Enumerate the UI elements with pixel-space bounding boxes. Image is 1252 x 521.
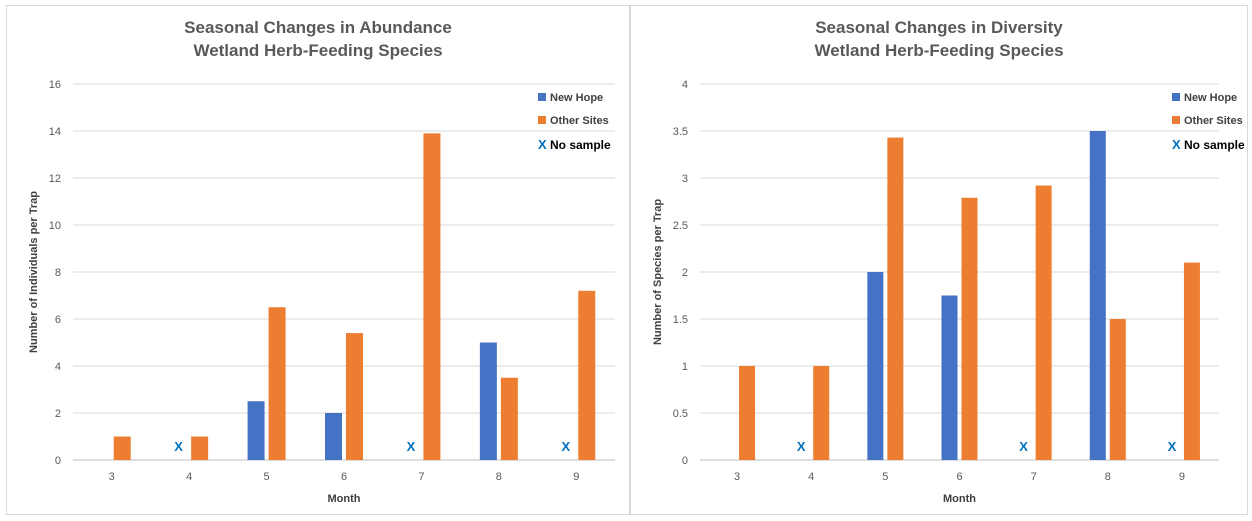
y-tick-label: 2.5 [673, 220, 688, 232]
diversity-chart: Seasonal Changes in Diversity Wetland Her… [652, 18, 1245, 505]
bar-new-hope-5 [867, 272, 884, 460]
no-sample-marker-9: X [1168, 439, 1177, 454]
y-tick-label: 2 [682, 267, 688, 279]
legend-no-sample-symbol: X [1172, 137, 1181, 152]
bar-other-sites-5 [268, 307, 286, 460]
legend-swatch-other-sites [1172, 116, 1180, 124]
bar-new-hope-8 [1089, 131, 1106, 460]
legend-swatch-other-sites [538, 116, 546, 124]
no-sample-marker-4: X [797, 439, 806, 454]
x-tick-label: 6 [956, 471, 962, 483]
y-tick-label: 3.5 [673, 126, 688, 138]
x-tick-label: 7 [1031, 471, 1037, 483]
bar-other-sites-9 [1183, 262, 1200, 460]
bar-other-sites-8 [1109, 319, 1126, 460]
legend-label-new-hope: New Hope [550, 92, 603, 104]
bar-new-hope-6 [941, 295, 958, 460]
y-tick-label: 0.5 [673, 408, 688, 420]
bar-new-hope-8 [479, 342, 497, 460]
no-sample-marker-7: X [407, 439, 416, 454]
legend-label-other-sites: Other Sites [1184, 115, 1243, 127]
y-tick-label: 14 [49, 126, 61, 138]
bar-other-sites-3 [739, 366, 756, 460]
x-tick-label: 9 [573, 471, 579, 483]
bar-other-sites-7 [1035, 185, 1052, 460]
bar-other-sites-4 [813, 366, 830, 460]
x-tick-label: 4 [808, 471, 814, 483]
no-sample-marker-4: X [174, 439, 183, 454]
bar-new-hope-5 [247, 401, 265, 460]
x-tick-label: 3 [109, 471, 115, 483]
x-tick-label: 5 [264, 471, 270, 483]
no-sample-marker-9: X [561, 439, 570, 454]
bar-other-sites-7 [423, 133, 441, 460]
y-tick-label: 12 [49, 173, 61, 185]
legend-swatch-new-hope [1172, 93, 1180, 101]
bar-other-sites-3 [113, 436, 131, 460]
y-tick-label: 3 [682, 173, 688, 185]
y-axis-label: Number of Species per Trap [652, 199, 664, 345]
x-tick-label: 3 [734, 471, 740, 483]
chart-title-line-1: Seasonal Changes in Diversity [815, 18, 1063, 37]
bar-other-sites-5 [887, 137, 904, 460]
bar-other-sites-4 [191, 436, 209, 460]
bar-new-hope-6 [325, 413, 342, 460]
y-tick-label: 10 [49, 220, 61, 232]
x-tick-label: 6 [341, 471, 347, 483]
x-tick-label: 8 [1105, 471, 1111, 483]
legend-label-no-sample: No sample [550, 138, 611, 152]
abundance-chart-panel: Seasonal Changes in Abundance Wetland Her… [6, 5, 630, 515]
y-tick-label: 4 [682, 79, 688, 91]
bar-other-sites-8 [500, 377, 518, 460]
legend-label-no-sample: No sample [1184, 138, 1245, 152]
y-tick-label: 16 [49, 79, 61, 91]
y-tick-label: 8 [55, 267, 61, 279]
y-tick-label: 0 [55, 455, 61, 467]
bar-other-sites-6 [961, 197, 978, 461]
legend-no-sample-symbol: X [538, 137, 547, 152]
bar-other-sites-6 [346, 333, 363, 460]
y-tick-label: 2 [55, 408, 61, 420]
diversity-chart-panel: Seasonal Changes in Diversity Wetland Her… [630, 5, 1248, 515]
y-tick-label: 4 [55, 361, 61, 373]
x-tick-label: 8 [496, 471, 502, 483]
y-tick-label: 1 [682, 361, 688, 373]
bar-other-sites-9 [578, 290, 596, 460]
legend-swatch-new-hope [538, 93, 546, 101]
y-tick-label: 0 [682, 455, 688, 467]
x-tick-label: 9 [1179, 471, 1185, 483]
y-axis-label: Number of Individuals per Trap [28, 191, 40, 353]
chart-title-line-1: Seasonal Changes in Abundance [184, 18, 452, 37]
legend-label-other-sites: Other Sites [550, 115, 609, 127]
y-tick-label: 1.5 [673, 314, 688, 326]
x-axis-label: Month [943, 493, 976, 505]
x-tick-label: 5 [882, 471, 888, 483]
y-tick-label: 6 [55, 314, 61, 326]
x-tick-label: 4 [186, 471, 192, 483]
no-sample-marker-7: X [1019, 439, 1028, 454]
abundance-chart: Seasonal Changes in Abundance Wetland Her… [28, 18, 615, 505]
legend-label-new-hope: New Hope [1184, 92, 1237, 104]
x-axis-label: Month [328, 493, 361, 505]
x-tick-label: 7 [418, 471, 424, 483]
chart-title-line-2: Wetland Herb-Feeding Species [814, 41, 1063, 60]
chart-title-line-2: Wetland Herb-Feeding Species [193, 41, 442, 60]
